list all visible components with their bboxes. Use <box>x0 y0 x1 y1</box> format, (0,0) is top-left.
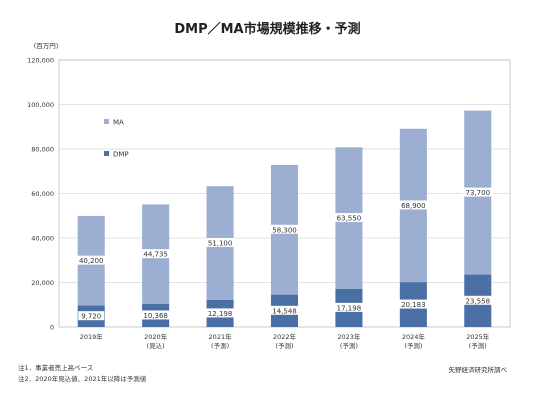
data-label-dmp-bg <box>462 295 493 305</box>
data-label-ma-bg <box>462 187 493 197</box>
data-label-dmp: 9,720 <box>81 313 101 321</box>
data-label-ma-bg <box>204 238 236 248</box>
data-label-ma: 68,900 <box>401 202 426 210</box>
x-tick-label: 2024年 <box>402 332 426 341</box>
data-label-ma-bg <box>333 213 365 223</box>
x-tick-label: (予測) <box>404 341 422 350</box>
data-label-ma: 73,700 <box>466 189 491 197</box>
source-credit: 矢野経済研究所調べ <box>448 366 508 374</box>
data-label-dmp: 14,548 <box>272 307 297 315</box>
x-tick-label: (見込) <box>147 341 165 350</box>
data-label-dmp-bg <box>78 311 105 321</box>
legend-label-ma: MA <box>113 119 124 127</box>
data-label-ma-bg <box>269 224 300 234</box>
data-label-dmp-bg <box>398 299 429 309</box>
data-label-dmp: 20,183 <box>401 301 426 309</box>
x-tick-label: (予測) <box>275 341 293 350</box>
y-tick-label: 40,000 <box>31 235 54 243</box>
y-tick-label: 120,000 <box>27 57 54 65</box>
data-label-ma: 40,200 <box>79 257 104 265</box>
x-tick-label: 2021年 <box>209 332 233 341</box>
footnote-1: 注1．事業者売上高ベース <box>18 364 94 372</box>
data-label-ma-bg <box>398 200 429 210</box>
data-label-dmp-bg <box>140 310 171 320</box>
data-label-dmp-bg <box>269 305 300 315</box>
data-label-dmp: 10,368 <box>143 312 168 320</box>
x-tick-label: 2023年 <box>337 332 361 341</box>
data-label-dmp-bg <box>204 308 236 318</box>
data-label-ma-bg <box>140 249 171 259</box>
data-label-ma: 44,735 <box>143 251 168 259</box>
x-tick-label: 2025年 <box>466 332 490 341</box>
y-tick-label: 100,000 <box>27 101 54 109</box>
data-label-dmp: 17,198 <box>337 304 362 312</box>
x-tick-label: 2019年 <box>80 332 104 341</box>
y-tick-label: 20,000 <box>31 279 54 287</box>
y-tick-label: 0 <box>50 324 54 332</box>
legend-swatch-dmp <box>104 151 109 156</box>
data-label-ma: 63,550 <box>337 215 362 223</box>
y-tick-label: 60,000 <box>31 190 54 198</box>
x-tick-label: 2020年 <box>144 332 168 341</box>
y-axis-unit: (百万円) <box>34 42 59 50</box>
legend-swatch-ma <box>104 119 109 124</box>
x-tick-label: (予測) <box>469 341 487 350</box>
x-tick-label: 2022年 <box>273 332 297 341</box>
data-label-dmp: 23,558 <box>466 297 491 305</box>
data-label-dmp-bg <box>333 302 365 312</box>
chart-title: DMP／MA市場規模推移・予測 <box>174 22 361 37</box>
data-label-dmp: 12,198 <box>208 310 233 318</box>
footnote-2: 注2．2020年見込値、2021年以降は予測値 <box>18 375 147 383</box>
legend-label-dmp: DMP <box>113 151 129 159</box>
data-label-ma-bg <box>76 255 107 265</box>
data-label-ma: 51,100 <box>208 240 233 248</box>
x-tick-label: (予測) <box>340 341 358 350</box>
data-label-ma: 58,300 <box>272 226 297 234</box>
y-tick-label: 80,000 <box>31 146 54 154</box>
x-tick-label: (予測) <box>211 341 229 350</box>
